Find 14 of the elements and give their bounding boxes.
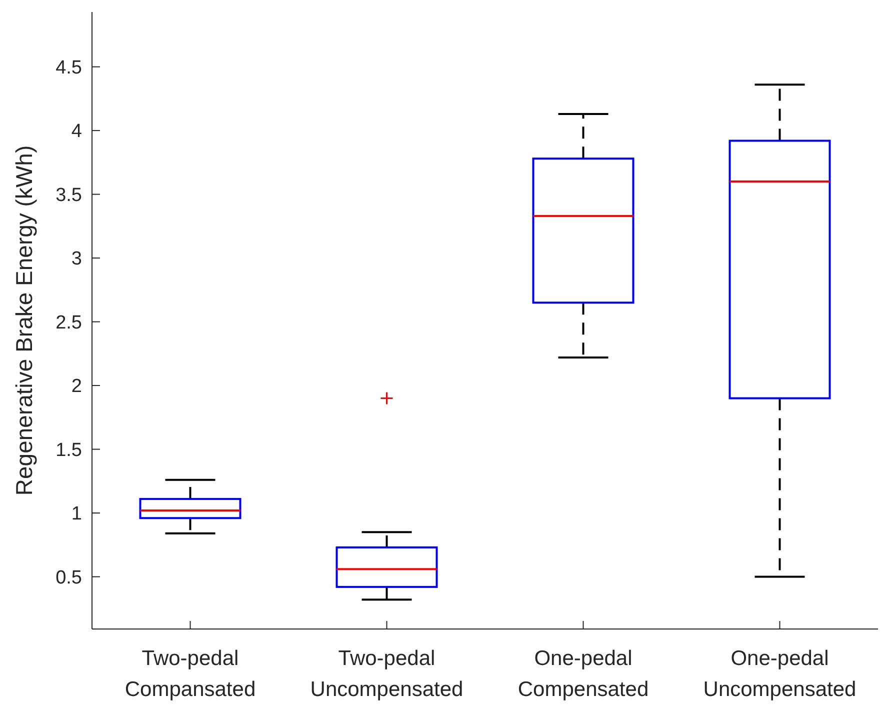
y-tick-label: 3.5: [56, 184, 82, 206]
y-tick-label: 0.5: [56, 567, 82, 588]
y-tick-label: 1.5: [56, 440, 82, 461]
y-tick-label: 4: [71, 121, 82, 142]
x-tick-label: One-pedal Uncompensated: [703, 647, 856, 701]
y-tick-label: 3: [71, 248, 82, 270]
y-tick-label: 1: [71, 504, 82, 525]
x-tick-label: Two-pedal Uncompensated: [310, 647, 464, 701]
x-tick-label: One-pedal Compensated: [518, 647, 649, 701]
y-tick-label: 2.5: [56, 312, 82, 334]
x-tick-label: Two-pedal Compansated: [124, 647, 256, 701]
y-axis-title: Regenerative Brake Energy (kWh): [11, 145, 37, 496]
y-tick-label: 2: [71, 376, 82, 398]
y-tick-label: 4.5: [56, 57, 82, 78]
